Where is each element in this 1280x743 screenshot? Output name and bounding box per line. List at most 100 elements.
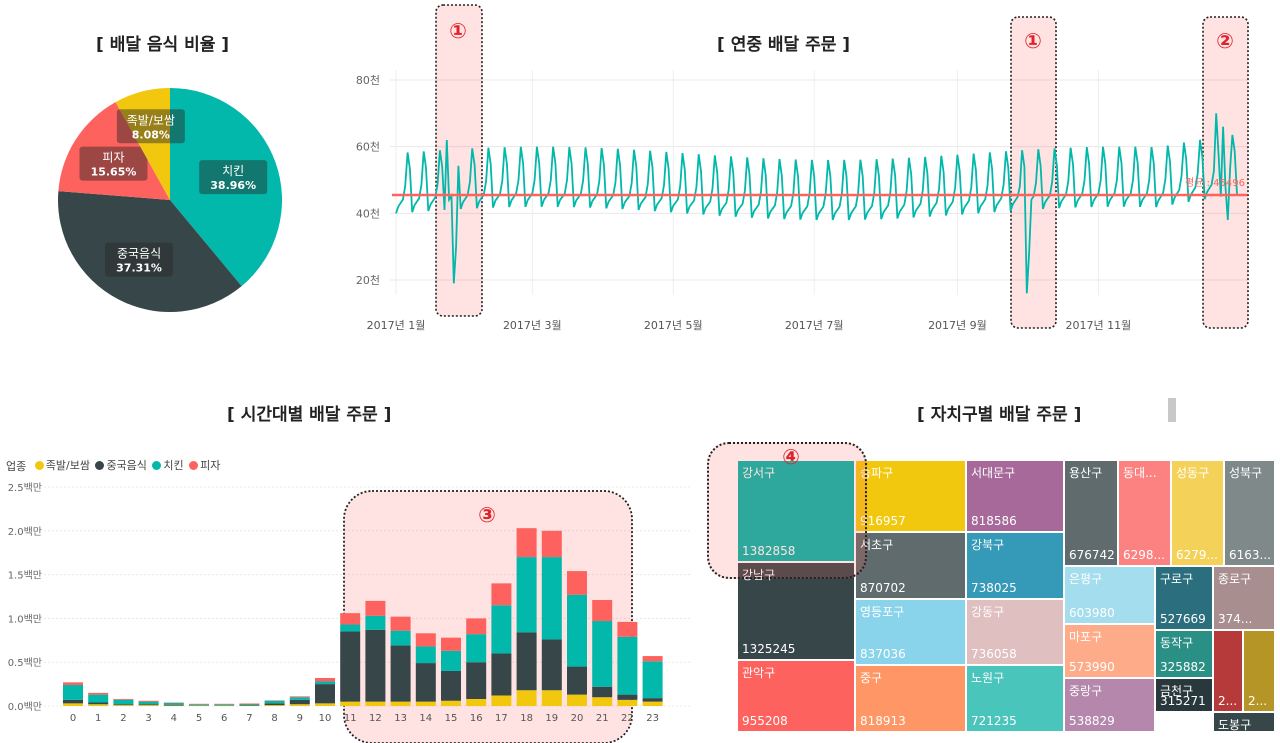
bar-segment[interactable] (113, 704, 134, 706)
bar-segment[interactable] (642, 661, 663, 699)
bar-segment[interactable] (516, 528, 537, 558)
bar-segment[interactable] (113, 705, 134, 706)
legend-item-chicken[interactable]: 치킨 (152, 457, 184, 473)
bar-segment[interactable] (491, 653, 512, 696)
treemap-cell[interactable]: 노원구 721235 (966, 665, 1064, 732)
legend-item-pizza[interactable]: 피자 (189, 457, 220, 473)
treemap-cell[interactable]: 영등포구 837036 (855, 599, 966, 665)
pie-slice-2[interactable] (58, 102, 170, 200)
bar-segment[interactable] (441, 637, 461, 651)
bar-segment[interactable] (315, 703, 335, 706)
bar-segment[interactable] (88, 704, 109, 706)
bar-segment[interactable] (239, 703, 260, 705)
bar-segment[interactable] (163, 704, 184, 706)
treemap-cell[interactable]: 2... (1213, 630, 1243, 712)
treemap-cell[interactable]: 동작구 325882 (1155, 630, 1213, 678)
line-chart[interactable]: 20천 40천 60천 80천 2017년 1월 2017년 3월 2017년 5월 2017… (330, 0, 1280, 345)
bar-segment[interactable] (491, 695, 512, 706)
treemap-cell[interactable]: 강북구 738025 (966, 532, 1064, 599)
pie-slice-0[interactable] (170, 88, 283, 287)
bar-segment[interactable] (315, 684, 335, 704)
bar-segment[interactable] (138, 701, 159, 705)
treemap-cell[interactable]: 2... (1243, 630, 1275, 712)
bar-segment[interactable] (63, 703, 83, 706)
bar-segment[interactable] (163, 702, 184, 705)
treemap-cell[interactable]: 은평구 603980 (1064, 566, 1155, 624)
bar-segment[interactable] (466, 662, 487, 699)
bar-segment[interactable] (289, 697, 310, 700)
bar-segment[interactable] (340, 631, 361, 702)
bar-segment[interactable] (365, 600, 386, 616)
bar-segment[interactable] (617, 621, 638, 637)
bar-segment[interactable] (567, 694, 587, 706)
bar-segment[interactable] (88, 694, 109, 703)
bar-segment[interactable] (466, 698, 487, 706)
treemap-chart[interactable]: 강서구 1382858 강남구 1325245 관악구 955208 송파구 916957 서초… (737, 460, 1275, 732)
bar-segment[interactable] (466, 634, 487, 663)
treemap-cell[interactable]: 용산구 676742 (1064, 460, 1118, 566)
bar-segment[interactable] (214, 704, 235, 706)
bar-segment[interactable] (113, 699, 134, 705)
bar-segment[interactable] (441, 670, 461, 701)
treemap-cell[interactable]: 중구 818913 (855, 665, 966, 732)
bar-segment[interactable] (315, 677, 335, 682)
bar-segment[interactable] (365, 615, 386, 630)
bar-segment[interactable] (642, 701, 663, 706)
bar-segment[interactable] (390, 616, 411, 631)
bar-segment[interactable] (567, 571, 587, 595)
bar-segment[interactable] (415, 701, 436, 706)
bar-segment[interactable] (642, 698, 663, 702)
bar-segment[interactable] (289, 696, 310, 698)
bar-segment[interactable] (516, 557, 537, 633)
bar-segment[interactable] (289, 699, 310, 705)
bar-segment[interactable] (541, 530, 562, 558)
bar-segment[interactable] (541, 690, 562, 706)
bar-segment[interactable] (340, 701, 361, 706)
bar-segment[interactable] (289, 704, 310, 706)
bar-segment[interactable] (592, 600, 613, 622)
bar-segment[interactable] (617, 699, 638, 706)
treemap-cell[interactable]: 서대문구 818586 (966, 460, 1064, 532)
bar-segment[interactable] (567, 594, 587, 667)
bar-segment[interactable] (340, 624, 361, 632)
bar-segment[interactable] (541, 639, 562, 691)
treemap-cell[interactable]: 중랑구 538829 (1064, 678, 1155, 732)
bar-segment[interactable] (239, 704, 260, 706)
bar-segment[interactable] (491, 605, 512, 654)
bar-segment[interactable] (516, 690, 537, 706)
bar-segment[interactable] (365, 701, 386, 706)
pie-slice-1[interactable] (57, 191, 242, 312)
bar-segment[interactable] (315, 681, 335, 685)
treemap-cell[interactable]: 성북구 6163... (1224, 460, 1275, 566)
bar-segment[interactable] (365, 629, 386, 702)
bar-segment[interactable] (516, 632, 537, 691)
bar-segment[interactable] (138, 700, 159, 702)
scrollbar-handle[interactable] (1168, 398, 1176, 422)
treemap-cell[interactable]: 강동구 736058 (966, 599, 1064, 665)
bar-segment[interactable] (390, 630, 411, 646)
bar-segment[interactable] (415, 663, 436, 702)
bar-segment[interactable] (340, 613, 361, 625)
bar-segment[interactable] (617, 694, 638, 700)
legend-item-chinese[interactable]: 중국음식 (95, 457, 147, 473)
treemap-cell[interactable]: 금천구 315271 (1155, 678, 1213, 712)
bar-segment[interactable] (441, 650, 461, 671)
bar-segment[interactable] (541, 557, 562, 640)
bar-segment[interactable] (642, 656, 663, 662)
treemap-cell[interactable]: 서초구 870702 (855, 532, 966, 599)
bar-segment[interactable] (138, 705, 159, 706)
legend-item-jokbal[interactable]: 족발/보쌈 (34, 457, 90, 473)
bar-segment[interactable] (592, 621, 613, 687)
treemap-cell[interactable]: 성동구 6279... (1171, 460, 1224, 566)
bar-segment[interactable] (264, 705, 285, 706)
bar-segment[interactable] (617, 636, 638, 695)
bar-segment[interactable] (567, 666, 587, 695)
bar-segment[interactable] (88, 702, 109, 705)
bar-segment[interactable] (63, 682, 83, 685)
bar-segment[interactable] (415, 633, 436, 647)
pie-slice-3[interactable] (115, 88, 170, 200)
bar-segment[interactable] (592, 686, 613, 698)
bar-segment[interactable] (390, 701, 411, 706)
